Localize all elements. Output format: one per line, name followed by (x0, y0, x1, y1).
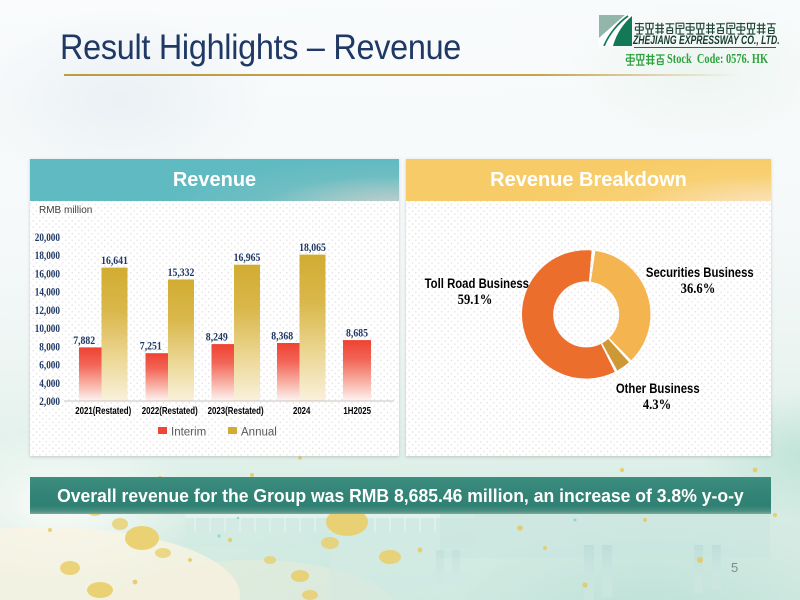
svg-text:20,000: 20,000 (35, 232, 60, 244)
svg-text:2,000: 2,000 (39, 396, 60, 408)
svg-text:12,000: 12,000 (35, 305, 60, 317)
svg-text:8,368: 8,368 (271, 330, 293, 343)
svg-text:8,685: 8,685 (346, 327, 368, 340)
svg-text:8,000: 8,000 (39, 341, 60, 353)
svg-text:7,251: 7,251 (140, 340, 162, 353)
svg-text:2021(Restated): 2021(Restated) (75, 405, 131, 416)
svg-text:4,000: 4,000 (39, 378, 60, 390)
svg-text:2023(Restated): 2023(Restated) (208, 405, 264, 416)
svg-text:16,000: 16,000 (35, 269, 60, 281)
svg-text:2024: 2024 (293, 405, 311, 416)
svg-text:16,965: 16,965 (234, 252, 261, 265)
svg-text:18,065: 18,065 (299, 241, 326, 254)
svg-text:18,000: 18,000 (35, 250, 60, 262)
svg-text:8,249: 8,249 (206, 331, 228, 344)
svg-text:6,000: 6,000 (39, 360, 60, 372)
svg-text:10,000: 10,000 (35, 323, 60, 335)
svg-text:Annual: Annual (241, 427, 277, 439)
svg-text:2022(Restated): 2022(Restated) (142, 405, 198, 416)
svg-text:1H2025: 1H2025 (343, 405, 371, 416)
svg-text:16,641: 16,641 (101, 254, 128, 267)
svg-text:Interim: Interim (171, 427, 206, 439)
svg-text:7,882: 7,882 (73, 334, 95, 347)
svg-text:14,000: 14,000 (35, 287, 60, 299)
svg-text:15,332: 15,332 (168, 266, 195, 279)
